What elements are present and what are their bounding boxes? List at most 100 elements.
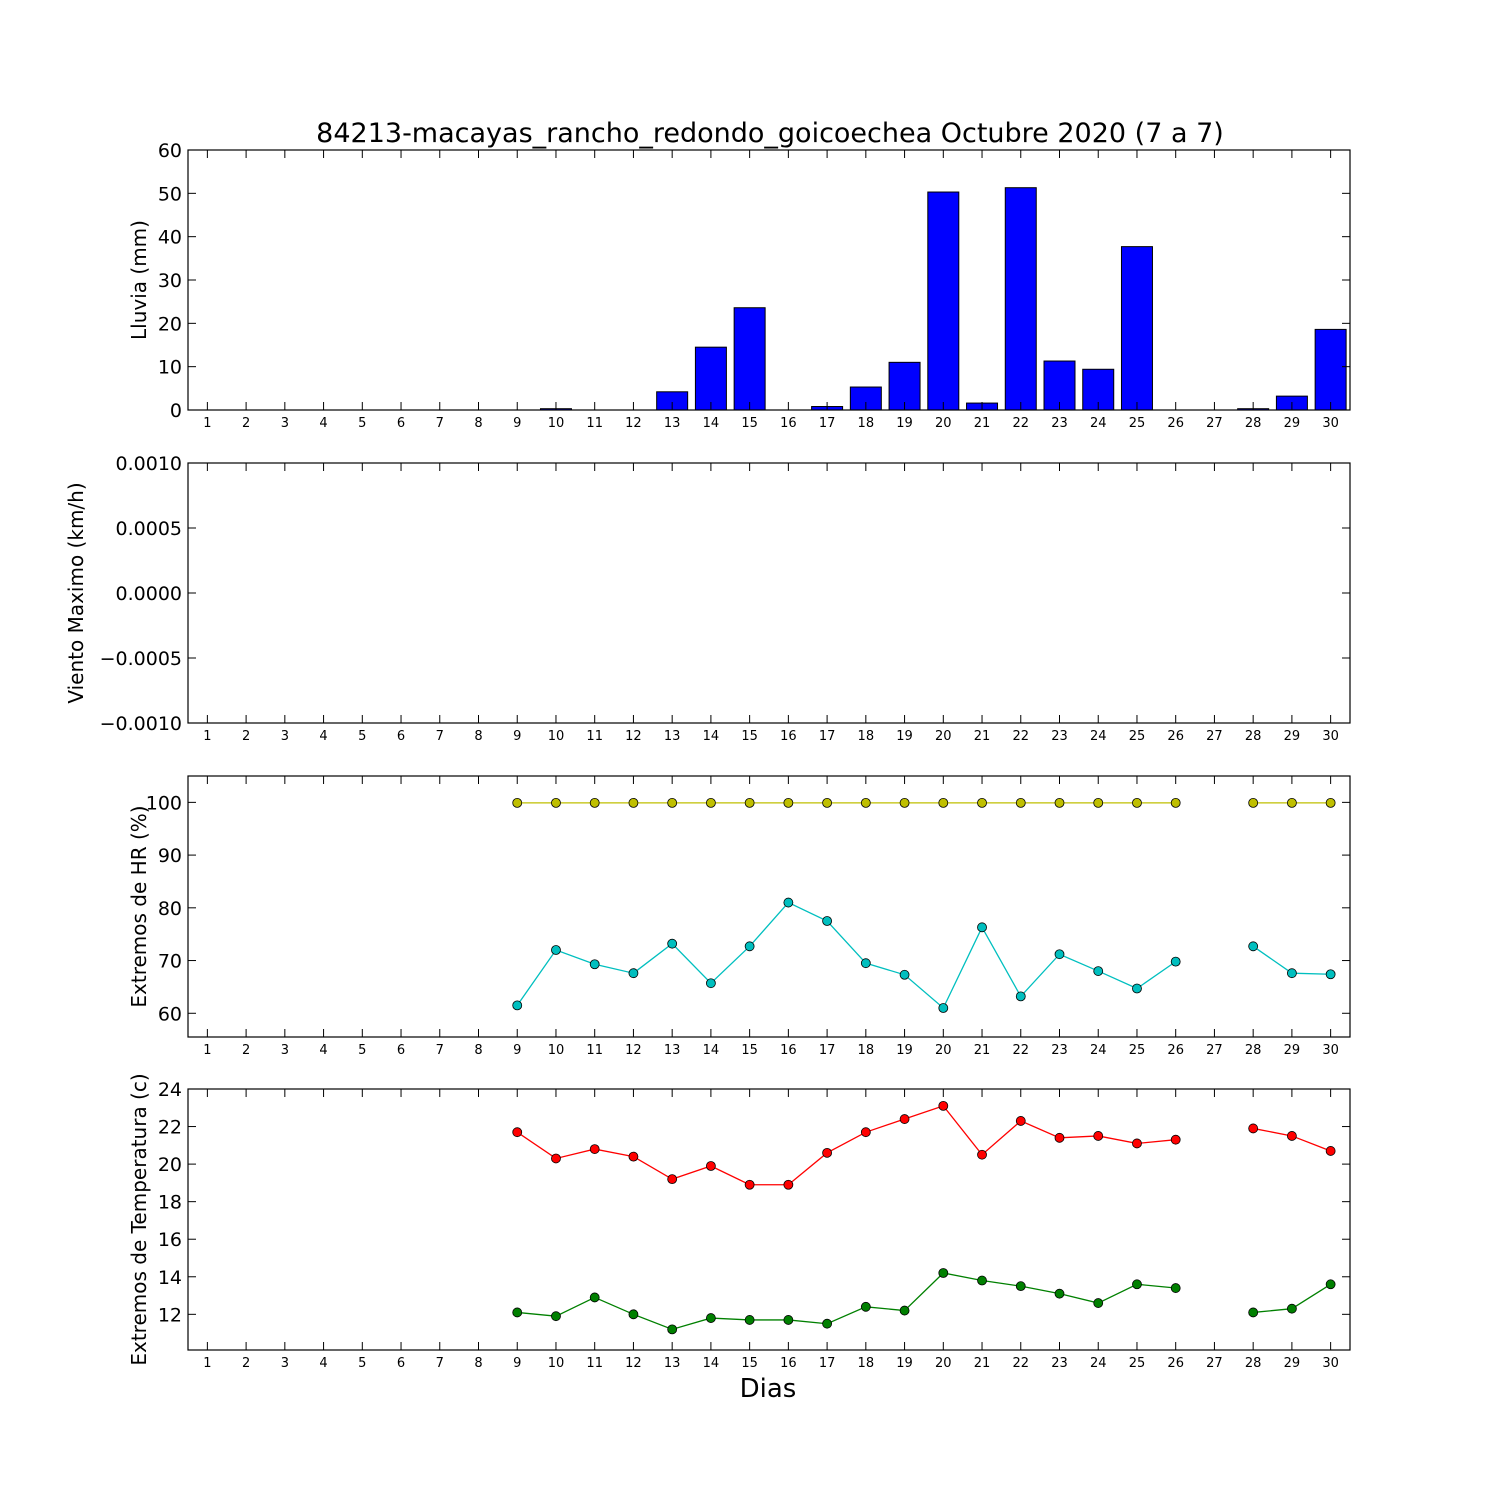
temperature-series-0-point (1170, 1134, 1181, 1145)
rain-xtick-label: 29 (1284, 416, 1301, 431)
temperature-xtick-label: 2 (242, 1356, 250, 1371)
rain-y-axis-label: Lluvia (mm) (127, 220, 151, 340)
rain-xtick-label: 26 (1167, 416, 1184, 431)
temperature-xtick-label: 9 (513, 1356, 521, 1371)
temperature-series-0-point (706, 1161, 716, 1171)
temperature-series-0-point (1132, 1138, 1142, 1149)
temperature-series-0-point (783, 1179, 794, 1190)
humidity-xtick-label: 22 (1012, 1043, 1029, 1058)
temperature-xtick-label: 5 (358, 1356, 366, 1371)
humidity-series-1-point (1132, 983, 1142, 994)
humidity-series-1-point (1325, 969, 1336, 980)
wind-ytick-label: 0.0000 (116, 583, 182, 605)
rain-xtick-label: 28 (1245, 416, 1262, 431)
wind-ytick-label: 0.0010 (116, 453, 182, 475)
temperature-series-1-point (1325, 1279, 1336, 1290)
wind-xtick-label: 9 (513, 729, 521, 744)
temperature-series-1-point (512, 1307, 523, 1318)
humidity-xtick-label: 10 (548, 1043, 565, 1058)
humidity-series-1-point (977, 922, 987, 933)
rain-xtick-label: 21 (974, 416, 991, 431)
humidity-series-0-point (1287, 797, 1297, 808)
wind-xtick-label: 19 (896, 729, 913, 744)
temperature-xtick-label: 8 (474, 1356, 482, 1371)
wind-ytick-label: −0.0010 (100, 713, 182, 735)
temperature-ytick-label: 16 (158, 1229, 182, 1251)
rain-xtick-label: 23 (1051, 416, 1068, 431)
temperature-series-0-point (744, 1179, 755, 1190)
humidity-axes-frame (187, 775, 1351, 1038)
rain-xtick-label: 18 (858, 416, 875, 431)
temperature-series-1-point (938, 1268, 949, 1278)
temperature-series-0-point (1325, 1146, 1336, 1156)
temperature-series-0-point (1248, 1123, 1259, 1134)
rain-xtick-label: 24 (1090, 416, 1107, 431)
humidity-xtick-label: 15 (741, 1043, 758, 1058)
temperature-series-1-point (860, 1301, 871, 1312)
temperature-series-1-point (899, 1305, 910, 1316)
temperature-xtick-label: 22 (1012, 1356, 1029, 1371)
temperature-xtick-label: 26 (1167, 1356, 1184, 1371)
humidity-xtick-label: 17 (819, 1043, 836, 1058)
humidity-series-0-point (1015, 797, 1026, 808)
humidity-xtick-label: 23 (1051, 1043, 1068, 1058)
temperature-xtick-label: 21 (974, 1356, 991, 1371)
rain-ytick-label: 50 (158, 183, 182, 205)
rain-xtick-label: 16 (780, 416, 797, 431)
rain-bar (1043, 360, 1076, 411)
temperature-series-1-point (551, 1311, 561, 1322)
temperature-xtick-label: 23 (1051, 1356, 1068, 1371)
humidity-series-0-point (1093, 797, 1104, 808)
rain-xtick-label: 3 (281, 416, 289, 431)
temperature-series-1-point (1170, 1283, 1181, 1293)
temperature-xtick-label: 11 (586, 1356, 603, 1371)
humidity-xtick-label: 14 (703, 1043, 720, 1058)
humidity-series-0-point (860, 797, 871, 808)
humidity-xtick-label: 27 (1206, 1043, 1223, 1058)
humidity-series-1-point (589, 959, 600, 970)
temperature-axes-frame (187, 1088, 1351, 1351)
rain-xtick-label: 13 (664, 416, 681, 431)
rain-ytick-label: 60 (158, 140, 182, 162)
temperature-series-0-point (512, 1127, 523, 1138)
rain-ytick-label: 40 (158, 227, 182, 249)
rain-xtick-label: 10 (548, 416, 565, 431)
wind-xtick-label: 30 (1322, 729, 1339, 744)
temperature-ytick-label: 20 (158, 1154, 182, 1176)
humidity-series-1-point (706, 978, 716, 989)
temperature-xtick-label: 30 (1322, 1356, 1339, 1371)
wind-xtick-label: 7 (436, 729, 444, 744)
humidity-series-0-point (512, 797, 523, 808)
humidity-ytick-label: 70 (158, 951, 182, 973)
temperature-xtick-label: 13 (664, 1356, 681, 1371)
humidity-xtick-label: 11 (586, 1043, 603, 1058)
humidity-ytick-label: 60 (158, 1003, 182, 1025)
wind-xtick-label: 29 (1284, 729, 1301, 744)
temperature-series-0-point (1093, 1131, 1104, 1141)
temperature-xtick-label: 19 (896, 1356, 913, 1371)
wind-xtick-label: 4 (319, 729, 327, 744)
temperature-xtick-label: 25 (1129, 1356, 1146, 1371)
humidity-series-0-point (667, 797, 678, 808)
rain-bar (1004, 187, 1037, 411)
wind-xtick-label: 8 (474, 729, 482, 744)
humidity-series-1-point (1093, 966, 1104, 976)
temperature-xtick-label: 6 (397, 1356, 405, 1371)
temperature-series-1-point (744, 1315, 755, 1325)
humidity-series-0-point (1248, 797, 1259, 808)
wind-xtick-label: 23 (1051, 729, 1068, 744)
temperature-xtick-label: 15 (741, 1356, 758, 1371)
humidity-xtick-label: 21 (974, 1043, 991, 1058)
rain-xtick-label: 22 (1012, 416, 1029, 431)
rain-xtick-label: 8 (474, 416, 482, 431)
temperature-series-0-point (551, 1153, 561, 1164)
temperature-series-0-point (1015, 1116, 1026, 1126)
humidity-xtick-label: 16 (780, 1043, 797, 1058)
humidity-xtick-label: 25 (1129, 1043, 1146, 1058)
rain-bar (733, 307, 766, 411)
humidity-series-1-point (744, 941, 755, 952)
humidity-xtick-label: 5 (358, 1043, 366, 1058)
wind-xtick-label: 24 (1090, 729, 1107, 744)
